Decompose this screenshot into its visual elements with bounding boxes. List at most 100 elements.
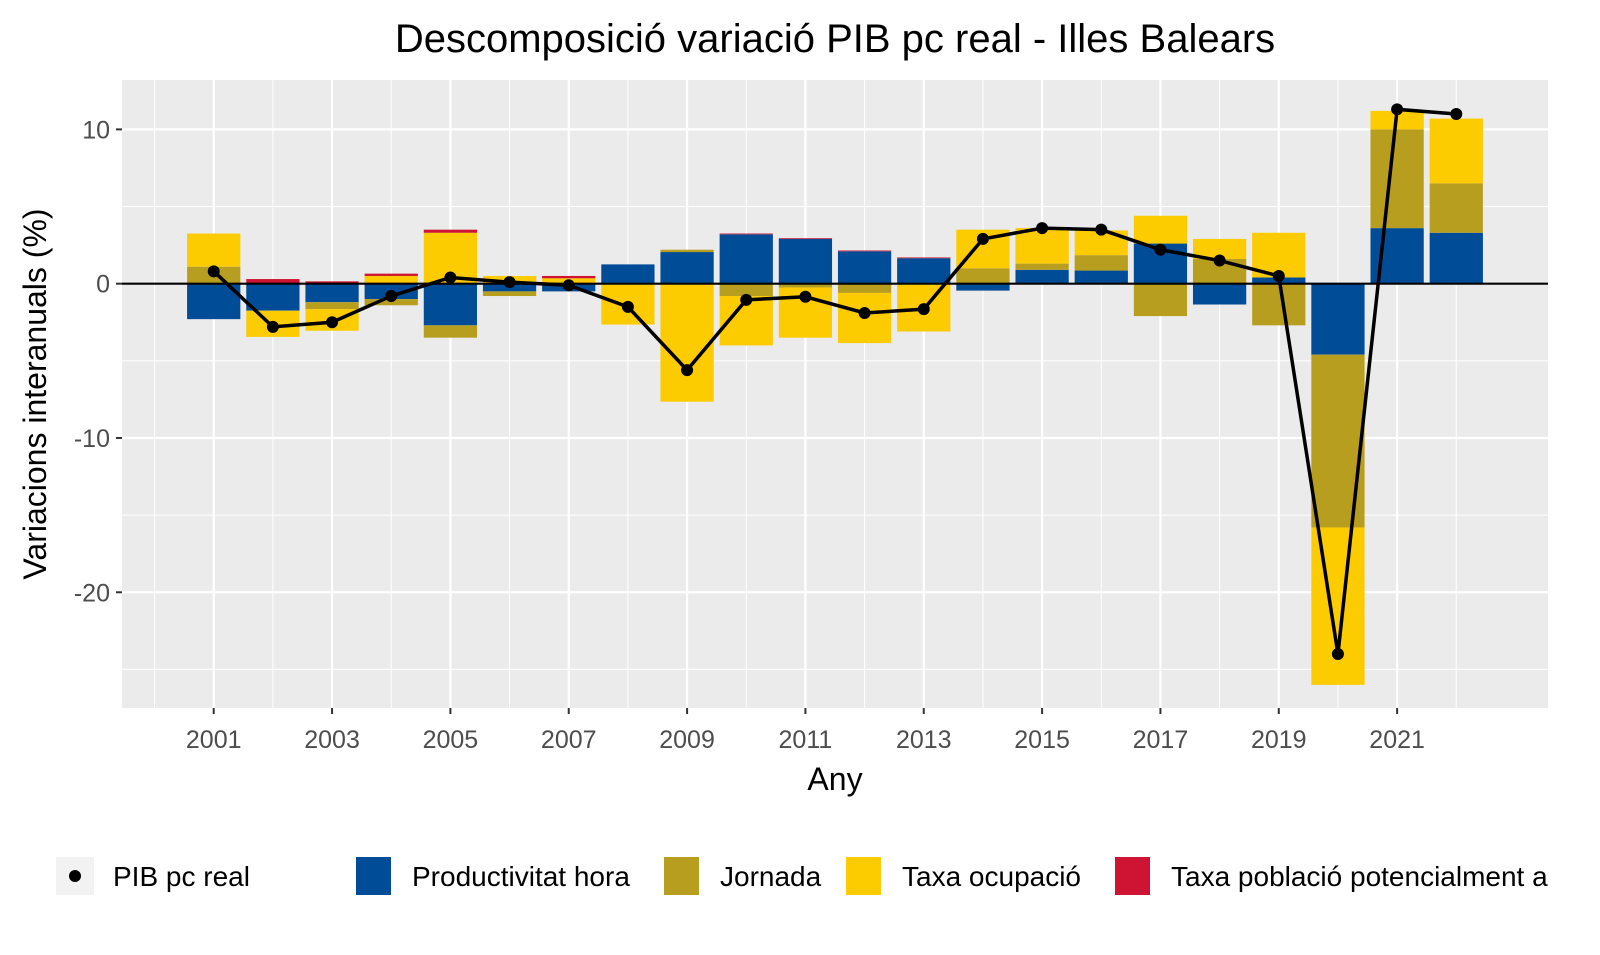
bar-jornada: [1252, 283, 1306, 326]
pib-point: [799, 290, 812, 303]
x-tick-label: 2013: [896, 726, 952, 754]
legend-label: Jornada: [720, 861, 822, 892]
bar-jornada: [1015, 263, 1069, 270]
bar-productivitat-hora: [897, 258, 951, 284]
x-tick-label: 2001: [186, 726, 242, 754]
bar-taxa-ocupació: [1192, 238, 1247, 259]
x-tick-label: 2015: [1014, 726, 1070, 754]
bar-jornada: [482, 291, 537, 297]
pib-point: [681, 364, 694, 377]
x-tick-label: 2017: [1133, 726, 1189, 754]
bar-taxa-població-potencialment-a: [305, 281, 359, 284]
bar-jornada: [364, 299, 418, 306]
bar-taxa-població-potencialment-a: [897, 257, 951, 259]
pib-point: [1391, 103, 1404, 116]
bar-productivitat-hora: [956, 283, 1010, 291]
pib-point: [444, 271, 457, 284]
legend-label: Taxa ocupació: [902, 861, 1081, 892]
bar-productivitat-hora: [660, 252, 714, 284]
y-tick-label: 10: [82, 116, 110, 144]
legend-key: [1115, 857, 1150, 895]
bar-taxa-població-potencialment-a: [542, 275, 596, 279]
bar-jornada: [1074, 255, 1128, 271]
bar-jornada: [423, 325, 478, 338]
bar-jornada: [305, 302, 359, 310]
pib-point: [1154, 243, 1167, 256]
pib-point: [503, 276, 516, 289]
y-tick-label: -20: [74, 579, 110, 607]
pib-point: [917, 303, 930, 316]
pib-point: [976, 232, 989, 245]
x-axis-label: Any: [807, 761, 862, 797]
bar-productivitat-hora: [1311, 283, 1365, 355]
bar-jornada: [1133, 283, 1188, 317]
bar-taxa-ocupació: [364, 275, 418, 284]
bar-jornada: [719, 283, 773, 297]
bar-taxa-població-potencialment-a: [719, 233, 773, 235]
bar-taxa-població-potencialment-a: [423, 229, 478, 233]
legend-label: PIB pc real: [113, 861, 250, 892]
x-tick-label: 2009: [659, 726, 715, 754]
pib-point: [1450, 107, 1463, 120]
bar-productivitat-hora: [423, 283, 478, 326]
legend-label: Taxa població potencialment a: [1171, 861, 1548, 892]
legend-label: Productivitat hora: [412, 861, 630, 892]
pib-point: [326, 316, 339, 329]
x-tick-label: 2005: [423, 726, 479, 754]
pib-point: [1095, 223, 1108, 236]
bar-taxa-ocupació: [1133, 215, 1188, 244]
x-tick-label: 2021: [1369, 726, 1425, 754]
y-axis-label: Variacions interanuals (%): [17, 208, 53, 579]
pib-point: [385, 290, 398, 303]
legend-key: [846, 857, 881, 895]
legend-key: [664, 857, 699, 895]
y-tick-label: -10: [74, 425, 110, 453]
bar-jornada: [1429, 183, 1483, 233]
legend-point-icon: [69, 870, 81, 882]
pib-line: [212, 107, 1457, 655]
x-tick-label: 2019: [1251, 726, 1307, 754]
bar-productivitat-hora: [719, 234, 773, 284]
bar-productivitat-hora: [837, 251, 892, 284]
bar-jornada: [660, 249, 714, 253]
bar-jornada: [956, 268, 1010, 284]
bar-taxa-ocupació: [1429, 118, 1483, 184]
bar-taxa-ocupació: [660, 283, 714, 402]
bar-productivitat-hora: [601, 264, 655, 284]
bar-jornada: [1311, 354, 1365, 528]
bar-productivitat-hora: [305, 283, 359, 303]
bar-productivitat-hora: [1429, 232, 1483, 284]
pib-point: [207, 265, 220, 278]
bar-productivitat-hora: [1015, 269, 1069, 284]
bar-productivitat-hora: [246, 283, 300, 311]
pib-point: [1272, 269, 1285, 282]
pib-point: [1331, 647, 1344, 660]
bar-productivitat-hora: [778, 238, 833, 284]
pib-point: [1213, 254, 1226, 267]
y-tick-label: 0: [96, 271, 110, 299]
legend: PIB pc real Productivitat hora Jornada Taxa…: [56, 857, 1548, 895]
bar-taxa-població-potencialment-a: [246, 279, 300, 284]
bar-taxa-població-potencialment-a: [837, 250, 892, 252]
pib-point: [740, 293, 753, 306]
x-tick-label: 2003: [304, 726, 360, 754]
bar-jornada: [1370, 129, 1424, 229]
pib-point: [1036, 222, 1049, 235]
legend-key: [356, 857, 391, 895]
x-tick-label: 2007: [541, 726, 597, 754]
pib-point: [562, 279, 575, 292]
bar-taxa-ocupació: [187, 233, 241, 267]
pib-point: [266, 320, 279, 333]
bar-productivitat-hora: [1074, 270, 1128, 284]
bar-jornada: [778, 283, 833, 288]
pib-point: [621, 300, 634, 313]
bar-taxa-població-potencialment-a: [364, 273, 418, 276]
chart-title: Descomposició variació PIB pc real - Ill…: [395, 17, 1275, 61]
plot-panel: [122, 80, 1548, 708]
x-tick-label: 2011: [779, 726, 833, 754]
bar-jornada: [837, 283, 892, 293]
bar-taxa-població-potencialment-a: [778, 238, 833, 239]
bar-productivitat-hora: [1192, 283, 1247, 305]
pib-point: [858, 306, 871, 319]
